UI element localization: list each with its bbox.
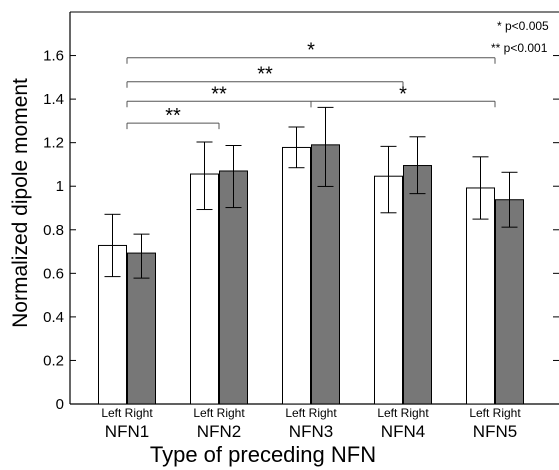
category-label: NFN4 bbox=[381, 422, 425, 441]
significance-star-label: ** bbox=[165, 105, 181, 127]
x-tick-labels: Left Right NFN1 Left Right NFN2 Left Right NF… bbox=[101, 406, 521, 441]
bar-right-nfn2 bbox=[219, 170, 248, 405]
y-tick-label: 0.4 bbox=[43, 309, 64, 326]
y-tick-label: 0 bbox=[56, 396, 64, 413]
error-bars bbox=[104, 106, 518, 279]
y-tick-label: 1.2 bbox=[43, 135, 64, 152]
sub-label-left-right: Left Right bbox=[469, 406, 521, 420]
bar-left-nfn3 bbox=[282, 146, 311, 405]
bar-right-nfn5 bbox=[495, 199, 524, 405]
y-tick-label: 1.6 bbox=[43, 48, 64, 65]
bar-left-nfn5 bbox=[466, 187, 495, 405]
significance-brackets: ******** bbox=[126, 40, 496, 130]
sub-label-left-right: Left Right bbox=[377, 406, 429, 420]
y-axis-label: Normalized dipole moment bbox=[9, 78, 32, 328]
y-tick-label: 0.2 bbox=[43, 352, 64, 369]
significance-star-label: ** bbox=[211, 83, 227, 105]
bars bbox=[98, 144, 524, 405]
y-tick-label: 0.6 bbox=[43, 265, 64, 282]
bar-right-nfn4 bbox=[403, 165, 432, 405]
category-label: NFN1 bbox=[105, 422, 149, 441]
category-label: NFN2 bbox=[197, 422, 241, 441]
y-tick-label: 1.4 bbox=[43, 91, 64, 108]
y-tick-label: 0.8 bbox=[43, 222, 64, 239]
significance-star-label: * bbox=[307, 40, 315, 62]
x-axis-label: Type of preceding NFN bbox=[150, 442, 376, 467]
sub-label-left-right: Left Right bbox=[193, 406, 245, 420]
significance-legend-double: ** p<0.001 bbox=[491, 41, 548, 55]
significance-star-label: ** bbox=[257, 64, 273, 86]
significance-legend-single: * p<0.005 bbox=[497, 19, 549, 33]
bar-left-nfn4 bbox=[374, 175, 403, 405]
significance-star-label: * bbox=[399, 83, 407, 105]
y-ticks: 0 0.2 0.4 0.6 0.8 1 1.2 1.4 1.6 bbox=[43, 48, 559, 413]
sub-label-left-right: Left Right bbox=[285, 406, 337, 420]
sub-label-left-right: Left Right bbox=[101, 406, 153, 420]
category-label: NFN3 bbox=[289, 422, 333, 441]
category-label: NFN5 bbox=[473, 422, 517, 441]
y-tick-label: 1 bbox=[56, 178, 64, 195]
bar-right-nfn3 bbox=[311, 144, 340, 405]
